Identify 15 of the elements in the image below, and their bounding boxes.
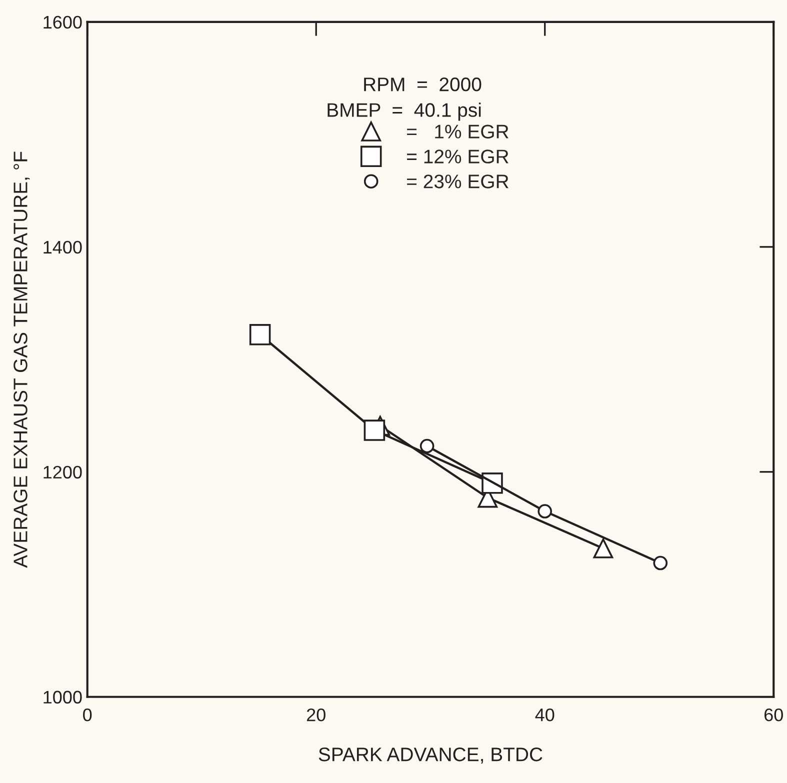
y-tick-label: 1400 — [44, 240, 82, 254]
y-tick-label: 1000 — [44, 690, 82, 704]
annotation: BMEP = 40.1 psi — [328, 102, 481, 121]
annotation: RPM = 2000 — [364, 77, 482, 92]
y-axis-title: AVERAGE EXHAUST GAS TEMPERATURE, °F — [14, 152, 30, 568]
x-tick-label: 60 — [764, 708, 783, 722]
legend-label: = 1% EGR — [407, 124, 508, 138]
legend-label: = 12% EGR — [407, 150, 508, 164]
y-tick-label: 1600 — [44, 16, 82, 29]
x-tick-label: 0 — [83, 708, 92, 722]
x-axis-title: SPARK ADVANCE, BTDC — [318, 748, 542, 764]
x-tick-label: 20 — [306, 708, 326, 722]
legend-label: = 23% EGR — [407, 174, 508, 188]
x-tick-label: 40 — [535, 708, 554, 722]
y-tick-label: 1200 — [44, 466, 82, 479]
